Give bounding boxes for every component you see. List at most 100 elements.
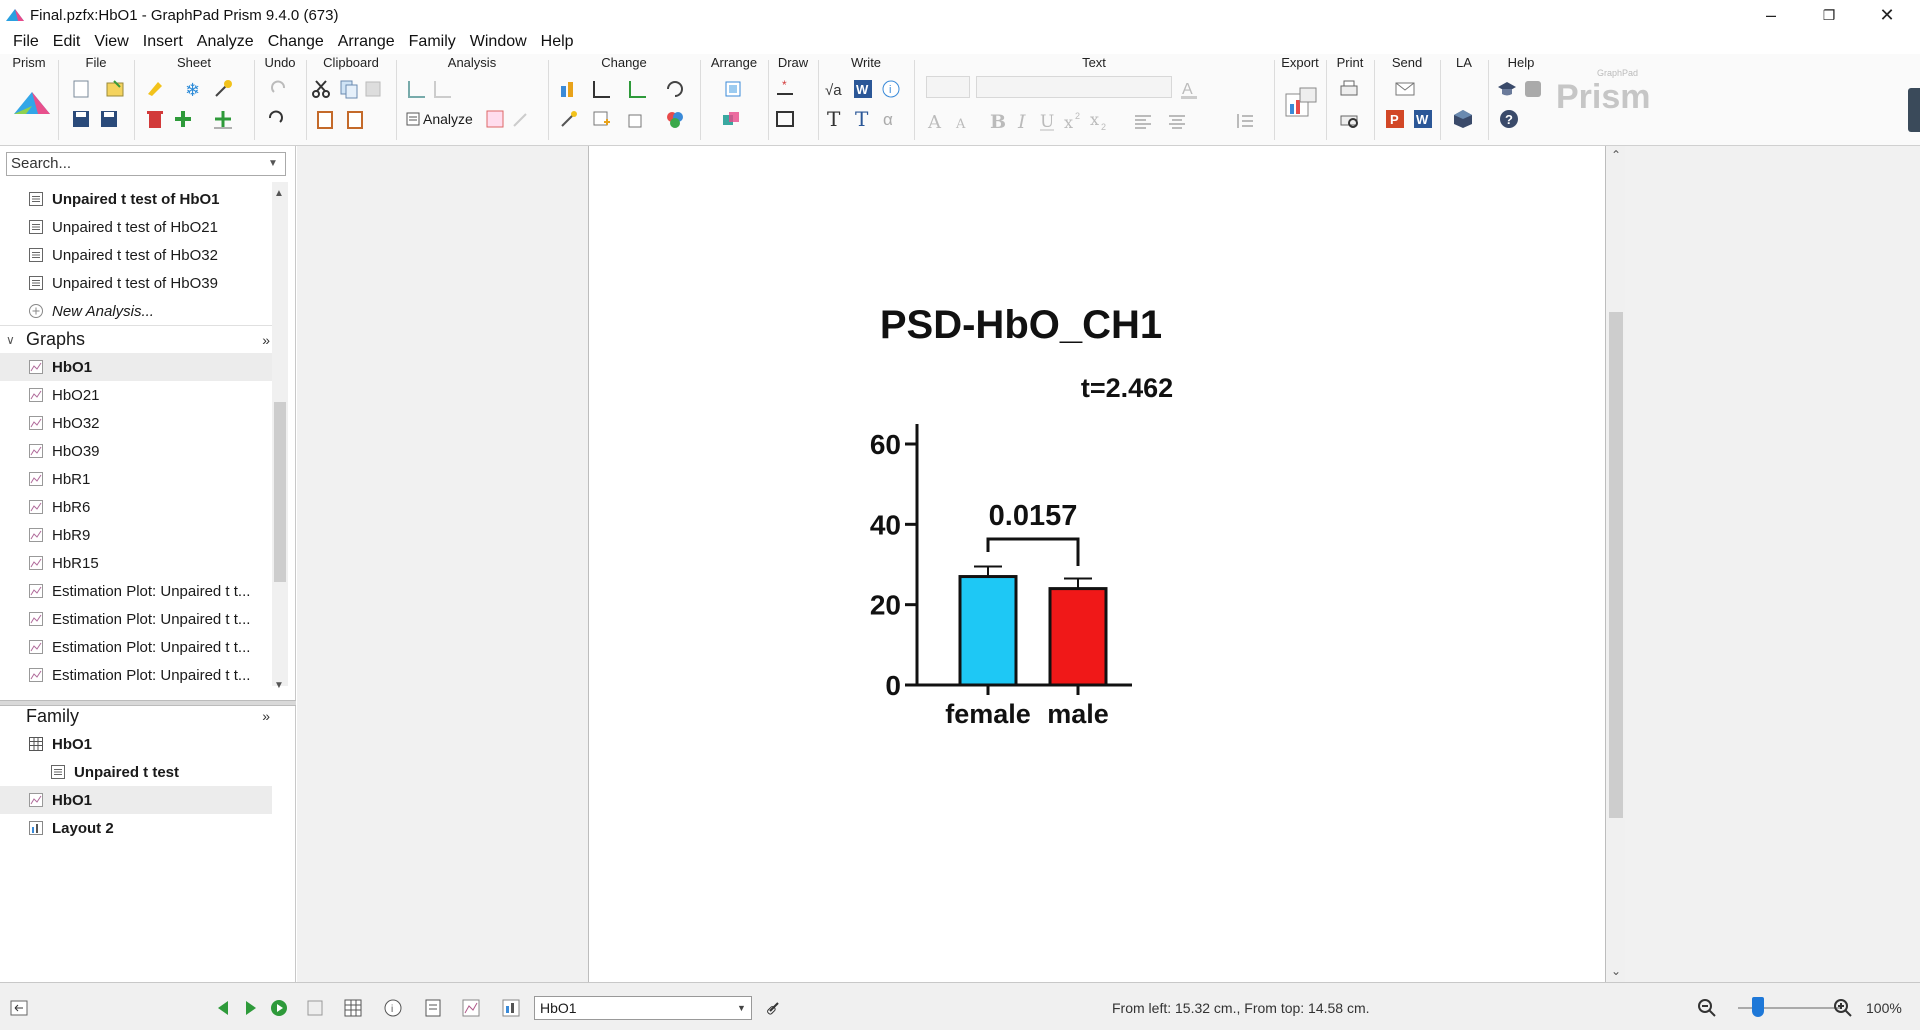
close-button[interactable]: ✕ [1879, 4, 1895, 25]
draw-shape-icon[interactable] [774, 108, 796, 130]
font-color-icon[interactable]: A [1178, 78, 1200, 100]
panel-splitter[interactable] [0, 700, 296, 706]
open-file-icon[interactable] [104, 78, 126, 100]
navigator-scroll-thumb[interactable] [274, 402, 286, 582]
italic-icon[interactable]: I [1012, 110, 1034, 132]
sheet-select-dropdown-icon[interactable]: ▼ [737, 1003, 746, 1013]
info-sheet-icon[interactable] [304, 997, 326, 1019]
greek-alpha-icon[interactable]: α [880, 108, 902, 130]
highlight-icon[interactable] [144, 78, 166, 100]
graph-item[interactable]: HbO21 [0, 381, 272, 409]
link-icon[interactable] [764, 997, 786, 1019]
go-to-sheet-icon[interactable] [268, 997, 290, 1019]
magic-wand-icon[interactable] [558, 108, 580, 130]
equation-icon[interactable]: √a [824, 78, 846, 100]
family-item[interactable]: HbO1 [0, 786, 272, 814]
add-column-icon[interactable] [212, 108, 234, 130]
family-section-header[interactable]: Family » [26, 705, 270, 726]
ribbon-edge-handle[interactable] [1908, 88, 1920, 132]
info-icon[interactable]: i [382, 997, 404, 1019]
magic-icon[interactable] [212, 78, 234, 100]
menu-window[interactable]: Window [469, 33, 527, 50]
help-icon[interactable]: ? [1498, 108, 1520, 130]
powerpoint-icon[interactable]: P [1384, 108, 1406, 130]
redo-icon[interactable] [268, 78, 290, 100]
export-icon[interactable] [1282, 84, 1318, 120]
menu-analyze[interactable]: Analyze [196, 33, 254, 50]
collapse-chevron-icon[interactable]: ∨ [6, 332, 15, 347]
results-icon[interactable] [422, 997, 444, 1019]
rotate-icon[interactable] [664, 78, 686, 100]
new-analysis-item[interactable]: New Analysis... [0, 297, 272, 325]
graph-view-icon[interactable] [460, 997, 482, 1019]
toggle-navigator-icon[interactable] [8, 997, 30, 1019]
group-objects-icon[interactable] [720, 108, 742, 130]
analysis-item[interactable]: Unpaired t test of HbO21 [0, 213, 272, 241]
layout-view-icon[interactable] [500, 997, 522, 1019]
next-sheet-icon[interactable] [240, 997, 262, 1019]
minimize-button[interactable]: – [1765, 4, 1776, 25]
underline-icon[interactable]: U [1036, 110, 1058, 132]
new-file-icon[interactable] [70, 78, 92, 100]
graph-item[interactable]: Estimation Plot: Unpaired t t... [0, 633, 272, 661]
paste-icon[interactable] [344, 108, 366, 130]
add-sheet-icon[interactable] [172, 108, 194, 130]
font-smaller-icon[interactable]: A [952, 110, 974, 132]
graph-item[interactable]: HbR1 [0, 465, 272, 493]
freeze-icon[interactable]: ❄ [182, 78, 204, 100]
search-dropdown-icon[interactable]: ▼ [268, 158, 278, 169]
bold-icon[interactable]: B [986, 110, 1008, 132]
prism-logo-icon[interactable] [12, 88, 52, 118]
expand-icon[interactable]: » [262, 331, 270, 348]
graph-item[interactable]: HbO39 [0, 437, 272, 465]
menu-arrange[interactable]: Arrange [337, 33, 395, 50]
page-scroll-up-icon[interactable]: ⌃ [1611, 148, 1622, 162]
menu-help[interactable]: Help [540, 33, 574, 50]
analysis-item[interactable]: Unpaired t test of HbO32 [0, 241, 272, 269]
analysis-list-icon[interactable] [432, 78, 454, 100]
save-as-icon[interactable] [98, 108, 120, 130]
format-axes-icon[interactable] [590, 78, 612, 100]
menu-family[interactable]: Family [408, 33, 456, 50]
family-item[interactable]: HbO1 [0, 730, 272, 758]
sheet-select[interactable]: HbO1 [534, 996, 752, 1020]
word-icon[interactable]: W [1412, 108, 1434, 130]
graph-item[interactable]: Estimation Plot: Unpaired t t... [0, 577, 272, 605]
align-left-icon[interactable] [1132, 110, 1154, 132]
text-icon[interactable]: T [824, 108, 846, 130]
scroll-up-icon[interactable]: ▲ [274, 188, 284, 199]
expand-icon[interactable]: » [262, 708, 270, 724]
search-input[interactable]: Search... [6, 152, 286, 176]
undo-icon[interactable] [264, 108, 286, 130]
cut-icon[interactable] [310, 78, 332, 100]
add-data-icon[interactable] [590, 108, 612, 130]
format-graph-icon[interactable] [626, 78, 648, 100]
font-name-select[interactable] [976, 76, 1172, 98]
zoom-out-icon[interactable] [1696, 997, 1718, 1019]
line-spacing-icon[interactable] [1234, 110, 1256, 132]
analysis-params-icon[interactable] [406, 78, 428, 100]
wand-icon[interactable] [510, 108, 532, 130]
graph-item[interactable]: HbR9 [0, 521, 272, 549]
graph-item[interactable]: HbR15 [0, 549, 272, 577]
zoom-in-icon[interactable] [1832, 997, 1854, 1019]
info-constant-icon[interactable]: i [880, 78, 902, 100]
print-preview-icon[interactable] [1338, 108, 1360, 130]
scroll-down-icon[interactable]: ▼ [274, 680, 284, 691]
font-size-select[interactable] [926, 76, 970, 98]
graph-item[interactable]: Estimation Plot: Unpaired t t... [0, 661, 272, 689]
delete-sheet-icon[interactable] [144, 108, 166, 130]
font-larger-icon[interactable]: A [926, 110, 948, 132]
zoom-slider-track[interactable] [1738, 1007, 1840, 1009]
restore-button[interactable]: ❐ [1822, 6, 1836, 23]
graph-item[interactable]: HbO32 [0, 409, 272, 437]
data-table-icon[interactable] [342, 997, 364, 1019]
analysis-item[interactable]: Unpaired t test of HbO39 [0, 269, 272, 297]
paste-special-icon[interactable] [362, 78, 384, 100]
family-item[interactable]: Layout 2 [0, 814, 272, 842]
la-cube-icon[interactable] [1452, 108, 1474, 130]
zoom-slider-thumb[interactable] [1752, 997, 1764, 1017]
menu-view[interactable]: View [94, 33, 129, 50]
